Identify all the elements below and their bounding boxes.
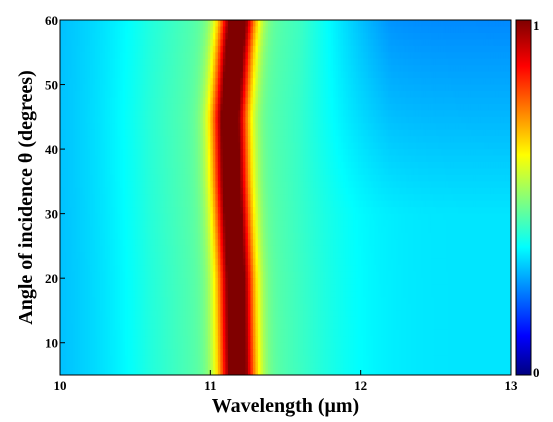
heatmap-plot [60, 20, 512, 376]
